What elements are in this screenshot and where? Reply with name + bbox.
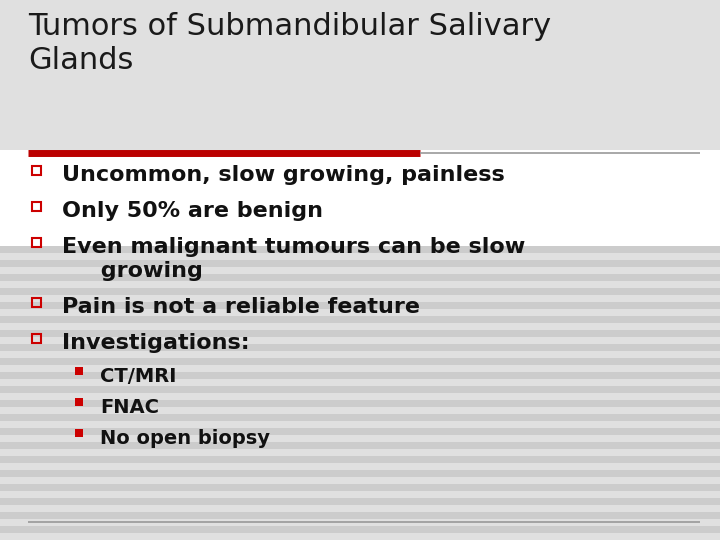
Bar	[0, 274, 720, 281]
Bar	[0, 526, 720, 533]
Bar	[0, 428, 720, 435]
Bar	[0, 337, 720, 344]
Bar	[0, 463, 720, 470]
Text: FNAC: FNAC	[100, 398, 159, 417]
Bar	[0, 519, 720, 526]
Bar	[0, 372, 720, 379]
Bar	[0, 379, 720, 386]
Bar	[0, 323, 720, 330]
Text: Uncommon, slow growing, painless: Uncommon, slow growing, painless	[62, 165, 505, 185]
Bar	[0, 435, 720, 442]
Text: Investigations:: Investigations:	[62, 333, 250, 353]
Text: Tumors of Submandibular Salivary
Glands: Tumors of Submandibular Salivary Glands	[28, 12, 551, 75]
Bar	[0, 505, 720, 512]
Bar	[0, 295, 720, 302]
Bar	[0, 414, 720, 421]
Bar	[0, 491, 720, 498]
Bar	[0, 358, 720, 365]
Bar	[32, 238, 41, 247]
Bar	[0, 344, 720, 351]
Bar	[0, 288, 720, 295]
Bar	[0, 330, 720, 337]
Bar	[75, 429, 83, 437]
Bar	[0, 281, 720, 288]
Text: Pain is not a reliable feature: Pain is not a reliable feature	[62, 297, 420, 317]
Bar	[0, 0, 720, 150]
Bar	[0, 498, 720, 505]
Bar	[0, 260, 720, 267]
Bar	[75, 367, 83, 375]
Bar	[0, 533, 720, 540]
Bar	[0, 246, 720, 253]
Bar	[0, 365, 720, 372]
Text: No open biopsy: No open biopsy	[100, 429, 270, 448]
Bar	[0, 477, 720, 484]
Bar	[0, 512, 720, 519]
Bar	[0, 351, 720, 358]
Bar	[0, 407, 720, 414]
Bar	[0, 456, 720, 463]
Bar	[0, 442, 720, 449]
Bar	[0, 302, 720, 309]
Bar	[0, 449, 720, 456]
Bar	[75, 398, 83, 406]
Bar	[0, 267, 720, 274]
Bar	[0, 393, 720, 400]
Bar	[0, 309, 720, 316]
Bar	[0, 484, 720, 491]
Bar	[32, 298, 41, 307]
Bar	[0, 386, 720, 393]
Text: CT/MRI: CT/MRI	[100, 367, 176, 386]
Bar	[0, 253, 720, 260]
Bar	[0, 421, 720, 428]
Bar	[0, 400, 720, 407]
Bar	[32, 202, 41, 211]
Bar	[32, 334, 41, 343]
Bar	[0, 470, 720, 477]
Bar	[0, 316, 720, 323]
Text: Only 50% are benign: Only 50% are benign	[62, 201, 323, 221]
Bar	[32, 166, 41, 175]
Text: Even malignant tumours can be slow
     growing: Even malignant tumours can be slow growi…	[62, 237, 526, 281]
